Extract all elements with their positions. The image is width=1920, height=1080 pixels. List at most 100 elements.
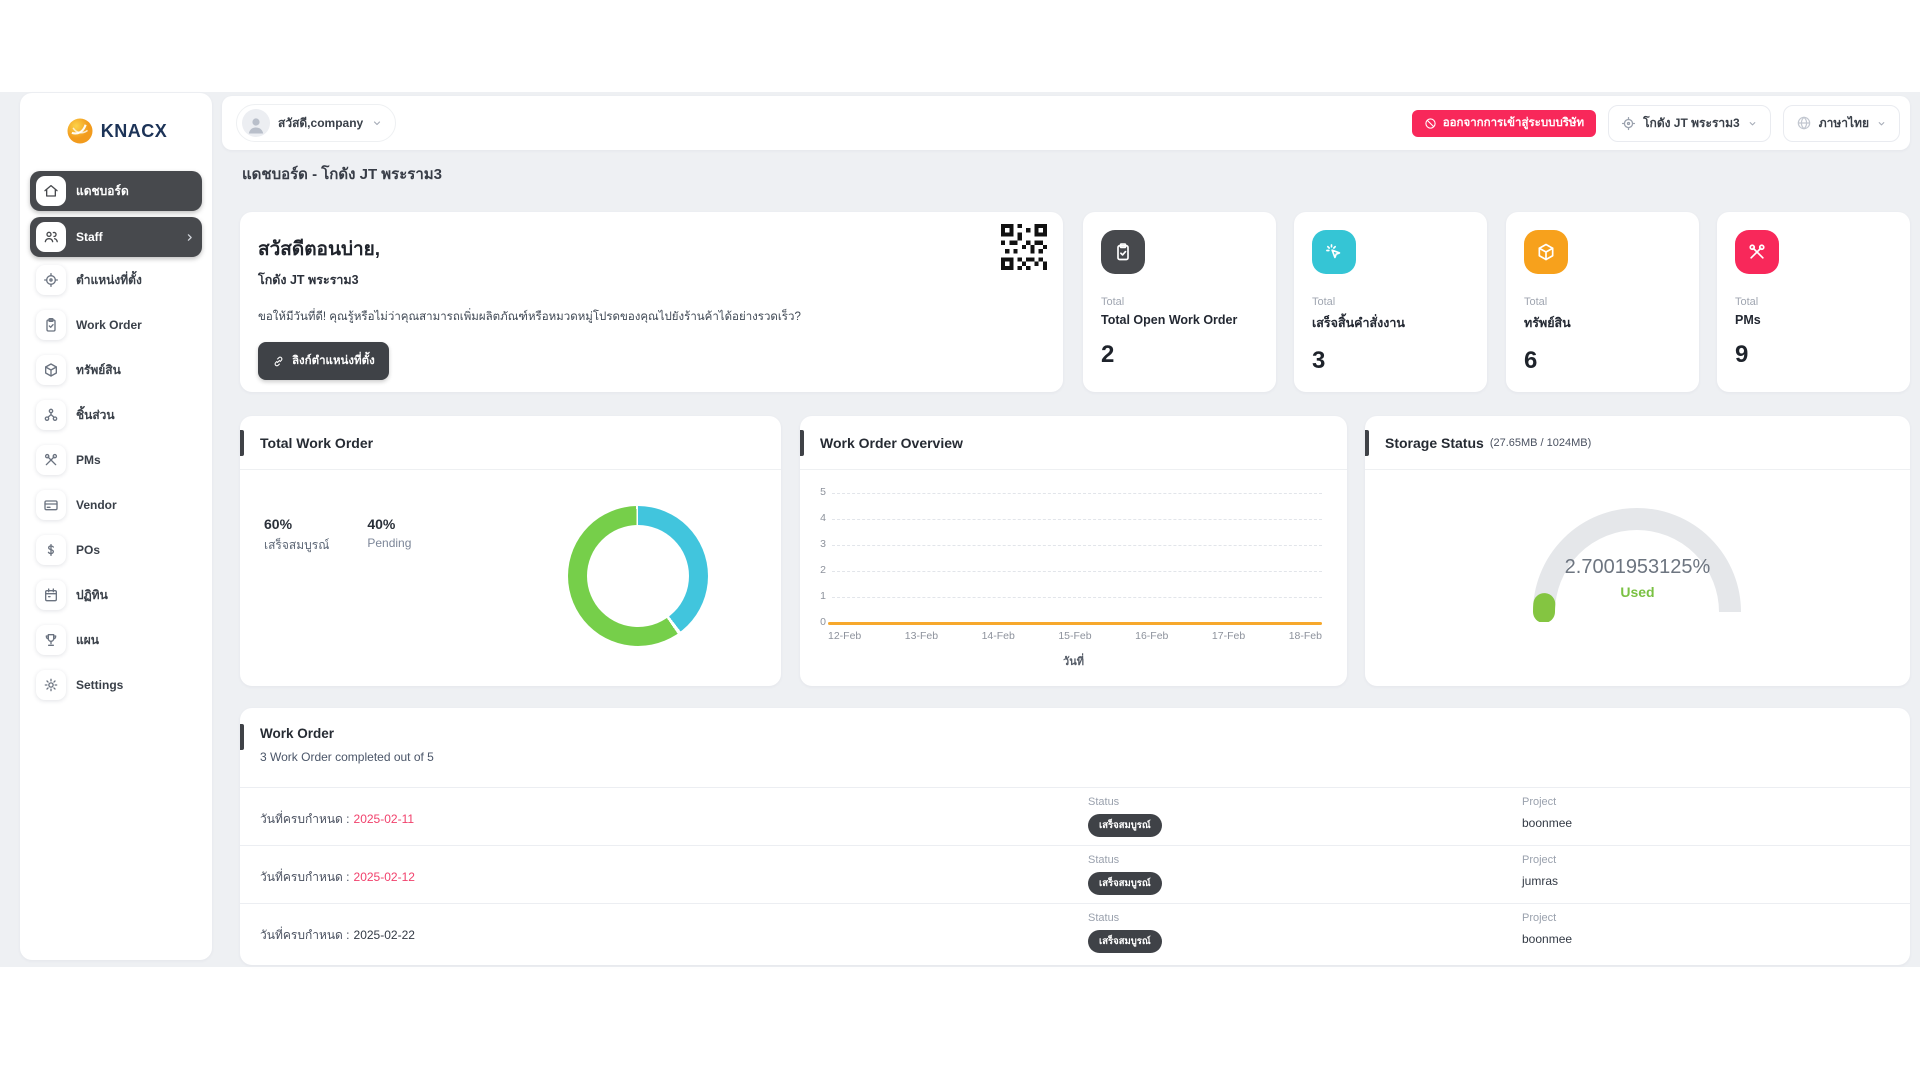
work-order-row[interactable]: วันที่ครบกำหนด :2025-02-11 Status เสร็จส… bbox=[240, 788, 1910, 846]
sidebar-item-vendor[interactable]: Vendor bbox=[30, 488, 202, 522]
top-header: สวัสดี,company ออกจากการเข้าสู่ระบบบริษั… bbox=[222, 96, 1910, 150]
status-column: Status เสร็จสมบูรณ์ bbox=[1088, 912, 1162, 953]
location-icon bbox=[1621, 116, 1636, 131]
project-header: Project bbox=[1522, 912, 1557, 924]
location-icon bbox=[36, 265, 66, 295]
line-chart: 5 4 3 2 1 0 12-Feb 13-Feb 14-Feb 15-Feb … bbox=[800, 470, 1347, 686]
sidebar-item-work-order[interactable]: Work Order bbox=[30, 308, 202, 342]
sidebar-item-label: PMs bbox=[76, 453, 101, 467]
spark-icon bbox=[1312, 230, 1356, 274]
project-header: Project bbox=[1522, 796, 1557, 808]
project-value: boonmee bbox=[1522, 932, 1573, 946]
location-link-button[interactable]: ลิงก์ตำแหน่งที่ตั้ง bbox=[258, 342, 389, 380]
sidebar-nav: แดชบอร์ด Staff ตำแหน่งที่ตั้ง Work Order… bbox=[30, 171, 202, 702]
sidebar-item-parts[interactable]: ชิ้นส่วน bbox=[30, 398, 202, 432]
parts-icon bbox=[36, 400, 66, 430]
chevron-down-icon bbox=[1747, 118, 1758, 129]
due-date: วันที่ครบกำหนด :2025-02-22 bbox=[260, 928, 415, 942]
panel-title: Total Work Order bbox=[260, 434, 374, 451]
y-tick: 1 bbox=[820, 590, 826, 602]
knacx-logo-icon bbox=[67, 118, 93, 144]
stat-name: Total Open Work Order bbox=[1101, 313, 1238, 327]
sidebar-item-calendar[interactable]: ปฏิทิน bbox=[30, 578, 202, 612]
sidebar-item-plan[interactable]: แผน bbox=[30, 623, 202, 657]
link-icon bbox=[272, 355, 285, 368]
stat-value: 9 bbox=[1735, 341, 1749, 368]
chevron-right-icon bbox=[183, 231, 196, 244]
stat-name: ทรัพย์สิน bbox=[1524, 316, 1571, 330]
logout-company-button[interactable]: ออกจากการเข้าสู่ระบบบริษัท bbox=[1411, 109, 1597, 137]
dollar-icon bbox=[36, 535, 66, 565]
accent-bar bbox=[1365, 430, 1369, 456]
sidebar-item-label: ชิ้นส่วน bbox=[76, 407, 115, 422]
work-order-row[interactable]: วันที่ครบกำหนด :2025-02-12 Status เสร็จส… bbox=[240, 846, 1910, 904]
status-badge: เสร็จสมบูรณ์ bbox=[1088, 814, 1162, 837]
trophy-icon bbox=[36, 625, 66, 655]
stat-label: Total bbox=[1101, 296, 1125, 308]
project-value: boonmee bbox=[1522, 816, 1573, 830]
stat-value: 6 bbox=[1524, 347, 1538, 374]
x-tick: 14-Feb bbox=[981, 630, 1015, 642]
work-order-overview-card: Work Order Overview 5 4 3 2 1 0 12-Feb 1… bbox=[800, 416, 1347, 686]
storage-subtitle: (27.65MB / 1024MB) bbox=[1489, 436, 1592, 449]
user-menu[interactable]: สวัสดี,company bbox=[236, 104, 397, 142]
tools-icon bbox=[1735, 230, 1779, 274]
sidebar-item-pms[interactable]: PMs bbox=[30, 443, 202, 477]
donut-legend: 60% เสร็จสมบูรณ์ 40% Pending bbox=[264, 516, 411, 555]
brand-name: KNACX bbox=[100, 120, 168, 141]
stat-value: 3 bbox=[1312, 347, 1326, 374]
stat-card-assets: Total ทรัพย์สิน 6 bbox=[1506, 212, 1699, 392]
sidebar-item-settings[interactable]: Settings bbox=[30, 668, 202, 702]
accent-bar bbox=[240, 430, 244, 456]
legend-item-pending: 40% Pending bbox=[367, 516, 411, 555]
panel-header: Work Order Overview bbox=[800, 416, 1347, 470]
status-header: Status bbox=[1088, 854, 1120, 866]
sidebar-item-label: ทรัพย์สิน bbox=[76, 362, 121, 377]
list-header: Work Order 3 Work Order completed out of… bbox=[240, 708, 1910, 788]
status-header: Status bbox=[1088, 796, 1120, 808]
gear-icon bbox=[36, 670, 66, 700]
stat-card-pms: Total PMs 9 bbox=[1717, 212, 1910, 392]
sidebar-item-assets[interactable]: ทรัพย์สิน bbox=[30, 353, 202, 387]
qr-code bbox=[1001, 224, 1047, 270]
panel-header: Total Work Order bbox=[240, 416, 781, 470]
gauge-used-label: Used bbox=[1620, 584, 1655, 600]
language-selector[interactable]: ภาษาไทย bbox=[1782, 104, 1900, 142]
sidebar-item-locations[interactable]: ตำแหน่งที่ตั้ง bbox=[30, 263, 202, 297]
chevron-down-icon bbox=[1876, 118, 1887, 129]
sidebar-item-pos[interactable]: POs bbox=[30, 533, 202, 567]
sidebar-item-label: แผน bbox=[76, 632, 99, 647]
panel-title: Storage Status bbox=[1385, 434, 1484, 451]
globe-icon bbox=[1796, 115, 1812, 131]
x-axis-labels: 12-Feb 13-Feb 14-Feb 15-Feb 16-Feb 17-Fe… bbox=[828, 630, 1322, 642]
due-date-value: 2025-02-11 bbox=[353, 812, 415, 826]
language-selector-value: ภาษาไทย bbox=[1818, 115, 1869, 130]
work-order-row[interactable]: วันที่ครบกำหนด :2025-02-22 Status เสร็จส… bbox=[240, 904, 1910, 962]
sidebar-item-staff[interactable]: Staff bbox=[30, 217, 202, 257]
sidebar-item-dashboard[interactable]: แดชบอร์ด bbox=[30, 171, 202, 211]
credit-card-icon bbox=[36, 490, 66, 520]
total-work-order-card: Total Work Order 60% เสร็จสมบูรณ์ 40% Pe… bbox=[240, 416, 781, 686]
slash-circle-icon bbox=[1424, 117, 1437, 130]
cube-icon bbox=[36, 355, 66, 385]
sidebar-item-label: Staff bbox=[76, 230, 103, 244]
list-title: Work Order bbox=[260, 726, 335, 741]
greeting-location: โกดัง JT พระราม3 bbox=[258, 273, 359, 287]
y-tick: 0 bbox=[820, 616, 826, 628]
chevron-down-icon bbox=[371, 117, 383, 129]
user-greeting: สวัสดี,company bbox=[278, 115, 364, 130]
status-column: Status เสร็จสมบูรณ์ bbox=[1088, 796, 1162, 837]
legend-item-completed: 60% เสร็จสมบูรณ์ bbox=[264, 516, 329, 555]
storage-status-card: Storage Status (27.65MB / 1024MB) 2.7001… bbox=[1365, 416, 1910, 686]
sidebar-item-label: Vendor bbox=[76, 498, 117, 512]
y-tick: 2 bbox=[820, 564, 826, 576]
panel-header: Storage Status (27.65MB / 1024MB) bbox=[1365, 416, 1910, 470]
location-selector[interactable]: โกดัง JT พระราม3 bbox=[1608, 104, 1771, 142]
list-subtitle: 3 Work Order completed out of 5 bbox=[260, 750, 434, 764]
stat-card-open-work-order: Total Total Open Work Order 2 bbox=[1083, 212, 1276, 392]
home-icon bbox=[36, 176, 66, 206]
x-tick: 16-Feb bbox=[1135, 630, 1169, 642]
x-axis-title: วันที่ bbox=[1063, 656, 1084, 668]
x-tick: 12-Feb bbox=[828, 630, 862, 642]
y-tick: 3 bbox=[820, 538, 826, 550]
